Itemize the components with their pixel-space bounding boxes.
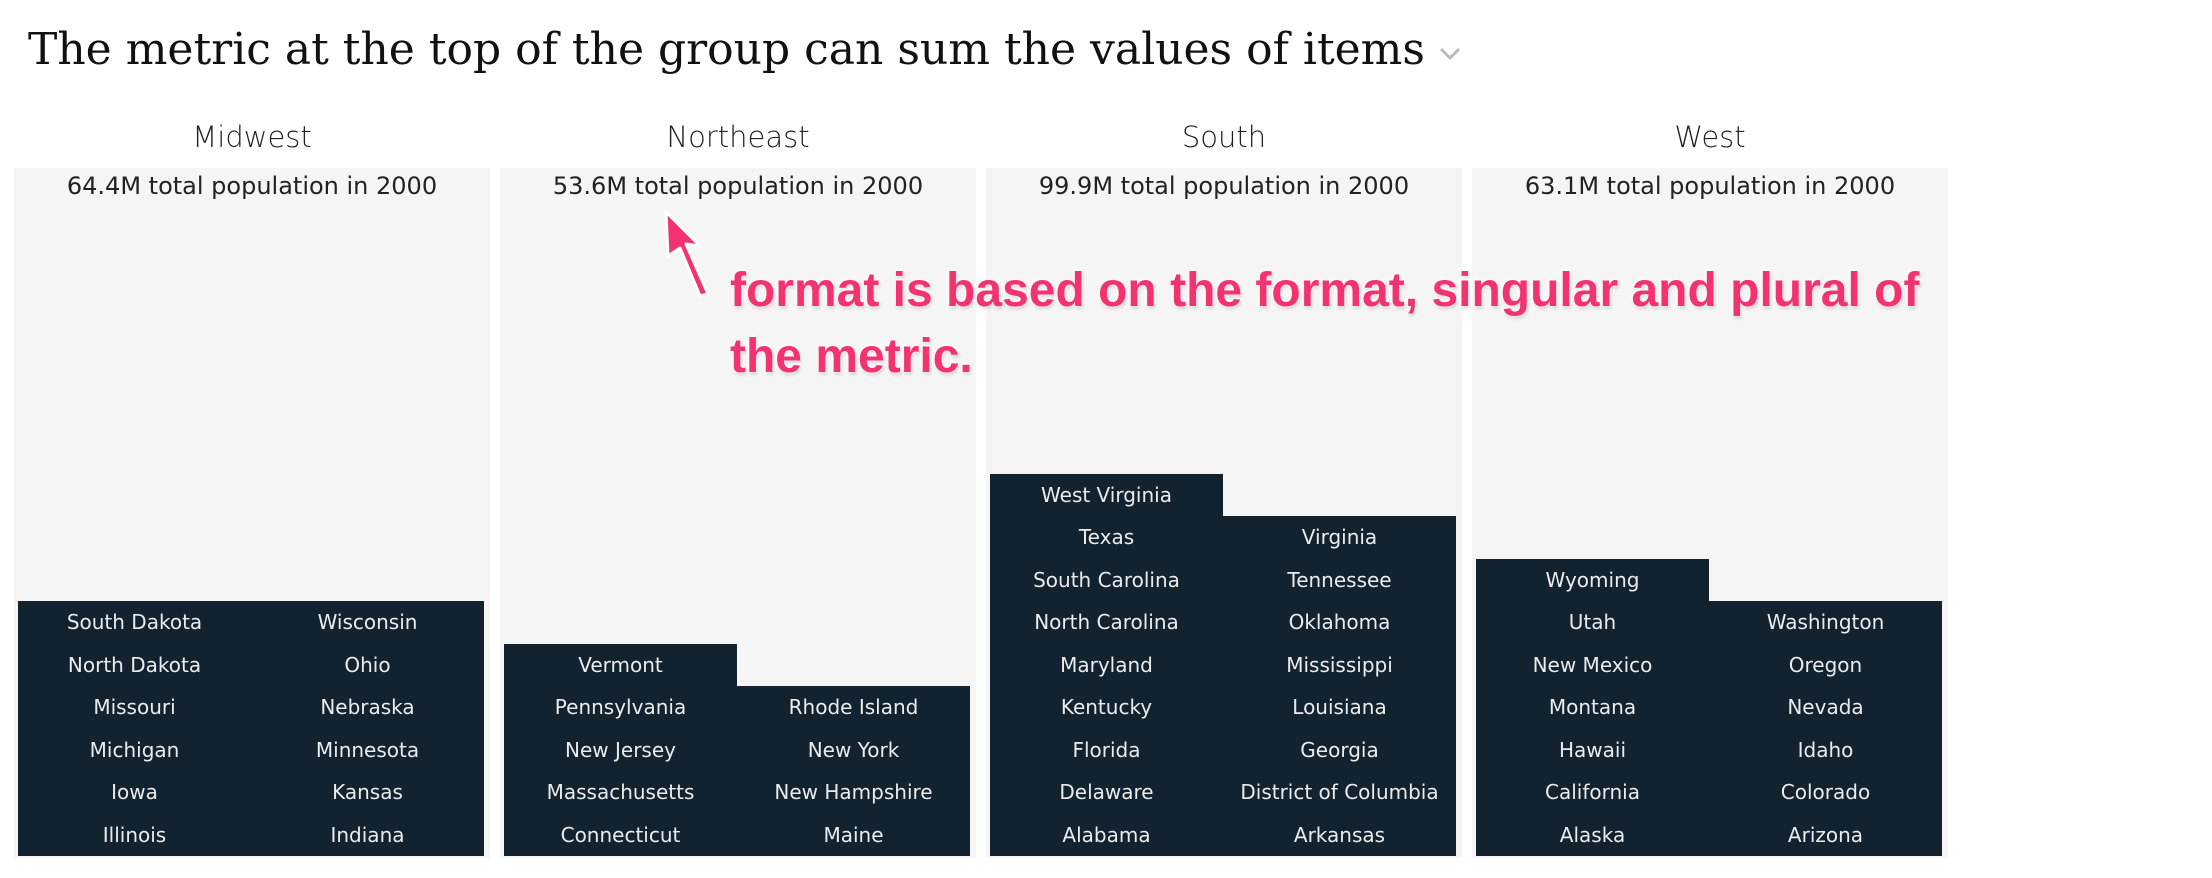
item-label[interactable]: Indiana [330, 822, 405, 847]
item-label[interactable]: Wisconsin [317, 610, 418, 634]
item-label[interactable]: Wyoming [1545, 567, 1640, 592]
item-label[interactable]: Nevada [1787, 695, 1864, 719]
item-label[interactable]: Arizona [1787, 822, 1864, 847]
item-label[interactable]: Florida [1072, 737, 1141, 762]
item-column-block [251, 601, 484, 856]
item-column-block [990, 473, 1223, 856]
item-label[interactable]: West Virginia [1041, 482, 1172, 507]
item-label[interactable]: Mississippi [1286, 652, 1393, 677]
item-label[interactable]: Tennessee [1287, 567, 1392, 592]
item-label[interactable]: Arkansas [1293, 822, 1386, 847]
item-label[interactable]: Idaho [1797, 737, 1854, 762]
item-column-block [1223, 516, 1456, 856]
item-column-block [18, 601, 251, 856]
item-column-block [1709, 601, 1942, 856]
item-label[interactable]: Oklahoma [1288, 610, 1391, 634]
chart-title-row[interactable]: The metric at the top of the group can s… [28, 24, 1461, 75]
item-label[interactable]: North Carolina [1034, 610, 1179, 634]
item-label[interactable]: New Mexico [1532, 652, 1653, 677]
item-column-block [1476, 558, 1709, 856]
arrow-icon [664, 210, 710, 298]
item-label[interactable]: Maine [823, 822, 884, 847]
item-label[interactable]: Alaska [1559, 822, 1626, 847]
item-label[interactable]: Kansas [332, 780, 403, 804]
item-label[interactable]: Missouri [93, 695, 176, 719]
item-label[interactable]: Washington [1766, 610, 1885, 634]
item-label[interactable]: Hawaii [1558, 737, 1627, 762]
item-label[interactable]: North Dakota [67, 652, 202, 677]
item-label[interactable]: New Hampshire [774, 780, 933, 804]
item-label[interactable]: Delaware [1059, 780, 1154, 804]
region-name: West [1674, 120, 1746, 154]
item-label[interactable]: Connecticut [560, 822, 681, 847]
item-label[interactable]: Texas [1078, 525, 1135, 549]
item-label[interactable]: Nebraska [320, 695, 415, 719]
item-label[interactable]: Michigan [89, 737, 180, 762]
item-column-block [737, 686, 970, 856]
annotation-text: format is based on the format, singular … [730, 264, 1920, 383]
item-label[interactable]: Colorado [1780, 780, 1871, 804]
item-label[interactable]: Utah [1568, 610, 1617, 634]
region-name: South [1181, 120, 1267, 154]
item-label[interactable]: Kentucky [1060, 695, 1153, 719]
item-label[interactable]: Ohio [344, 652, 391, 677]
item-column-block [504, 643, 737, 856]
region-total-label: 53.6M total population in 2000 [552, 172, 924, 200]
item-label[interactable]: Pennsylvania [554, 695, 687, 719]
item-label[interactable]: Iowa [111, 780, 158, 804]
item-label[interactable]: New Jersey [565, 737, 676, 762]
item-label[interactable]: Illinois [102, 822, 167, 847]
item-label[interactable]: South Carolina [1033, 567, 1180, 592]
region-total-label: 99.9M total population in 2000 [1038, 172, 1410, 200]
chart-title: The metric at the top of the group can s… [28, 24, 1425, 75]
region-name: Northeast [666, 120, 810, 154]
item-label[interactable]: Alabama [1062, 822, 1151, 847]
item-label[interactable]: Minnesota [315, 737, 420, 762]
item-label[interactable]: Maryland [1060, 652, 1153, 677]
item-label[interactable]: Louisiana [1292, 695, 1387, 719]
item-label[interactable]: Rhode Island [788, 695, 919, 719]
region-total-label: 63.1M total population in 2000 [1524, 172, 1896, 200]
item-label[interactable]: California [1545, 780, 1640, 804]
item-label[interactable]: Montana [1548, 695, 1637, 719]
region-name: Midwest [192, 120, 312, 154]
item-label[interactable]: South Dakota [66, 610, 203, 634]
item-label[interactable]: Virginia [1301, 525, 1378, 549]
item-label[interactable]: Oregon [1788, 652, 1863, 677]
item-label[interactable]: Massachusetts [546, 780, 695, 804]
region-total-label: 64.4M total population in 2000 [66, 172, 438, 200]
item-label[interactable]: New York [807, 737, 900, 762]
item-label[interactable]: Georgia [1300, 737, 1379, 762]
item-label[interactable]: Vermont [578, 652, 663, 677]
item-label[interactable]: District of Columbia [1240, 780, 1439, 804]
chevron-down-icon[interactable] [1439, 47, 1461, 61]
